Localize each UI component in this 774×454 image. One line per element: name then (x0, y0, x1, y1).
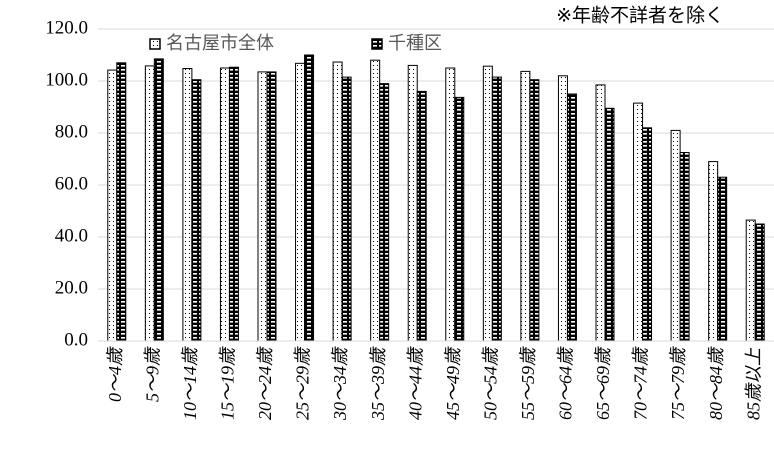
bar (153, 58, 164, 342)
bar (332, 61, 343, 342)
y-tick-label: 60.0 (55, 173, 88, 194)
bar (144, 65, 155, 342)
bar (304, 54, 315, 342)
bar (116, 62, 127, 342)
bar (454, 96, 465, 342)
x-tick-label: 70～74歳 (631, 346, 651, 420)
bar (228, 66, 239, 342)
legend-label: 名古屋市全体 (166, 33, 274, 53)
x-tick-label: 10～14歳 (180, 346, 200, 420)
y-tick-label: 20.0 (55, 277, 88, 298)
y-tick-label: 120.0 (45, 17, 88, 38)
bar (708, 161, 719, 342)
bar (416, 90, 427, 342)
bar (341, 76, 352, 342)
bar (295, 62, 306, 342)
bar (633, 102, 644, 342)
bar (445, 67, 456, 342)
bar (491, 76, 502, 342)
y-tick-label: 0.0 (64, 329, 88, 350)
bar (679, 152, 690, 342)
annotation: ※年齢不詳者を除く (556, 5, 724, 27)
legend-swatch (371, 38, 383, 50)
bar (482, 65, 493, 342)
y-tick-label: 100.0 (45, 69, 88, 90)
x-tick-label: 0～4歳 (105, 346, 125, 402)
x-tick-label: 15～19歳 (218, 346, 238, 420)
x-tick-label: 5～9歳 (142, 346, 162, 402)
bar (604, 107, 615, 342)
y-tick-label: 40.0 (55, 225, 88, 246)
x-tick-label: 35～39歳 (368, 346, 388, 421)
x-tick-label: 75～79歳 (668, 346, 688, 420)
bar (745, 219, 756, 342)
x-tick-label: 25～29歳 (293, 346, 313, 420)
x-tick-label: 30～34歳 (330, 346, 350, 421)
x-tick-label: 65～69歳 (593, 346, 613, 420)
x-tick-label: 85歳以上 (743, 347, 763, 420)
bar (595, 84, 606, 342)
bar (182, 68, 193, 342)
bar (370, 59, 381, 342)
bar (529, 79, 540, 342)
legend-swatch (149, 38, 161, 50)
y-tick-label: 80.0 (55, 121, 88, 142)
bar (717, 176, 728, 342)
bar (670, 129, 681, 342)
x-tick-label: 60～64歳 (556, 346, 576, 420)
x-tick-label: 20～24歳 (255, 346, 275, 420)
x-tick-label: 55～59歳 (518, 346, 538, 420)
legend-label: 千種区 (388, 33, 442, 53)
bar (754, 223, 765, 342)
bar (557, 75, 568, 342)
bar (107, 69, 118, 342)
bar (219, 67, 230, 342)
bar (566, 93, 577, 342)
x-tick-label: 45～49歳 (443, 346, 463, 420)
bar (407, 64, 418, 342)
x-tick-label: 80～84歳 (706, 346, 726, 420)
bar (379, 83, 390, 342)
bar (266, 71, 277, 342)
bar (191, 79, 202, 342)
bar (642, 127, 653, 342)
bar (257, 71, 268, 342)
x-tick-label: 50～54歳 (480, 346, 500, 420)
x-tick-label: 40～44歳 (405, 346, 425, 420)
bar (520, 70, 531, 342)
